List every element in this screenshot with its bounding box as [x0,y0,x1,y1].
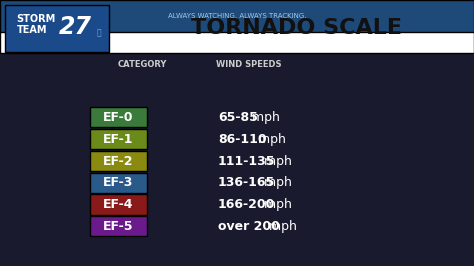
Text: 86-110: 86-110 [218,133,267,146]
Text: mph: mph [247,111,280,124]
FancyBboxPatch shape [90,107,147,127]
FancyBboxPatch shape [90,173,147,193]
Text: STORM
TEAM: STORM TEAM [17,14,56,35]
Text: EF-1: EF-1 [103,133,134,146]
Text: WIND SPEEDS: WIND SPEEDS [216,60,282,69]
FancyBboxPatch shape [90,216,147,236]
Text: EF-0: EF-0 [103,111,134,124]
Text: 136-165: 136-165 [218,176,275,189]
Text: mph: mph [259,155,292,168]
Text: TORNADO SCALE: TORNADO SCALE [191,18,402,39]
Text: EF-4: EF-4 [103,198,134,211]
Text: EF-3: EF-3 [103,176,134,189]
Text: Ⓒ: Ⓒ [96,29,101,38]
Text: 111-135: 111-135 [218,155,275,168]
Text: mph: mph [259,198,292,211]
FancyBboxPatch shape [90,129,147,149]
FancyBboxPatch shape [5,5,109,52]
Text: 65-85: 65-85 [218,111,258,124]
Text: over 200: over 200 [218,220,280,233]
FancyBboxPatch shape [90,151,147,171]
FancyBboxPatch shape [90,194,147,215]
Text: EF-2: EF-2 [103,155,134,168]
Text: mph: mph [254,133,285,146]
Text: 166-200: 166-200 [218,198,275,211]
Text: CATEGORY: CATEGORY [118,60,167,69]
Text: ALWAYS WATCHING. ALWAYS TRACKING.: ALWAYS WATCHING. ALWAYS TRACKING. [168,13,306,19]
FancyBboxPatch shape [0,0,474,32]
Text: mph: mph [259,176,292,189]
Text: mph: mph [265,220,297,233]
Text: EF-5: EF-5 [103,220,134,233]
Text: 27: 27 [58,15,91,39]
FancyBboxPatch shape [0,0,474,53]
